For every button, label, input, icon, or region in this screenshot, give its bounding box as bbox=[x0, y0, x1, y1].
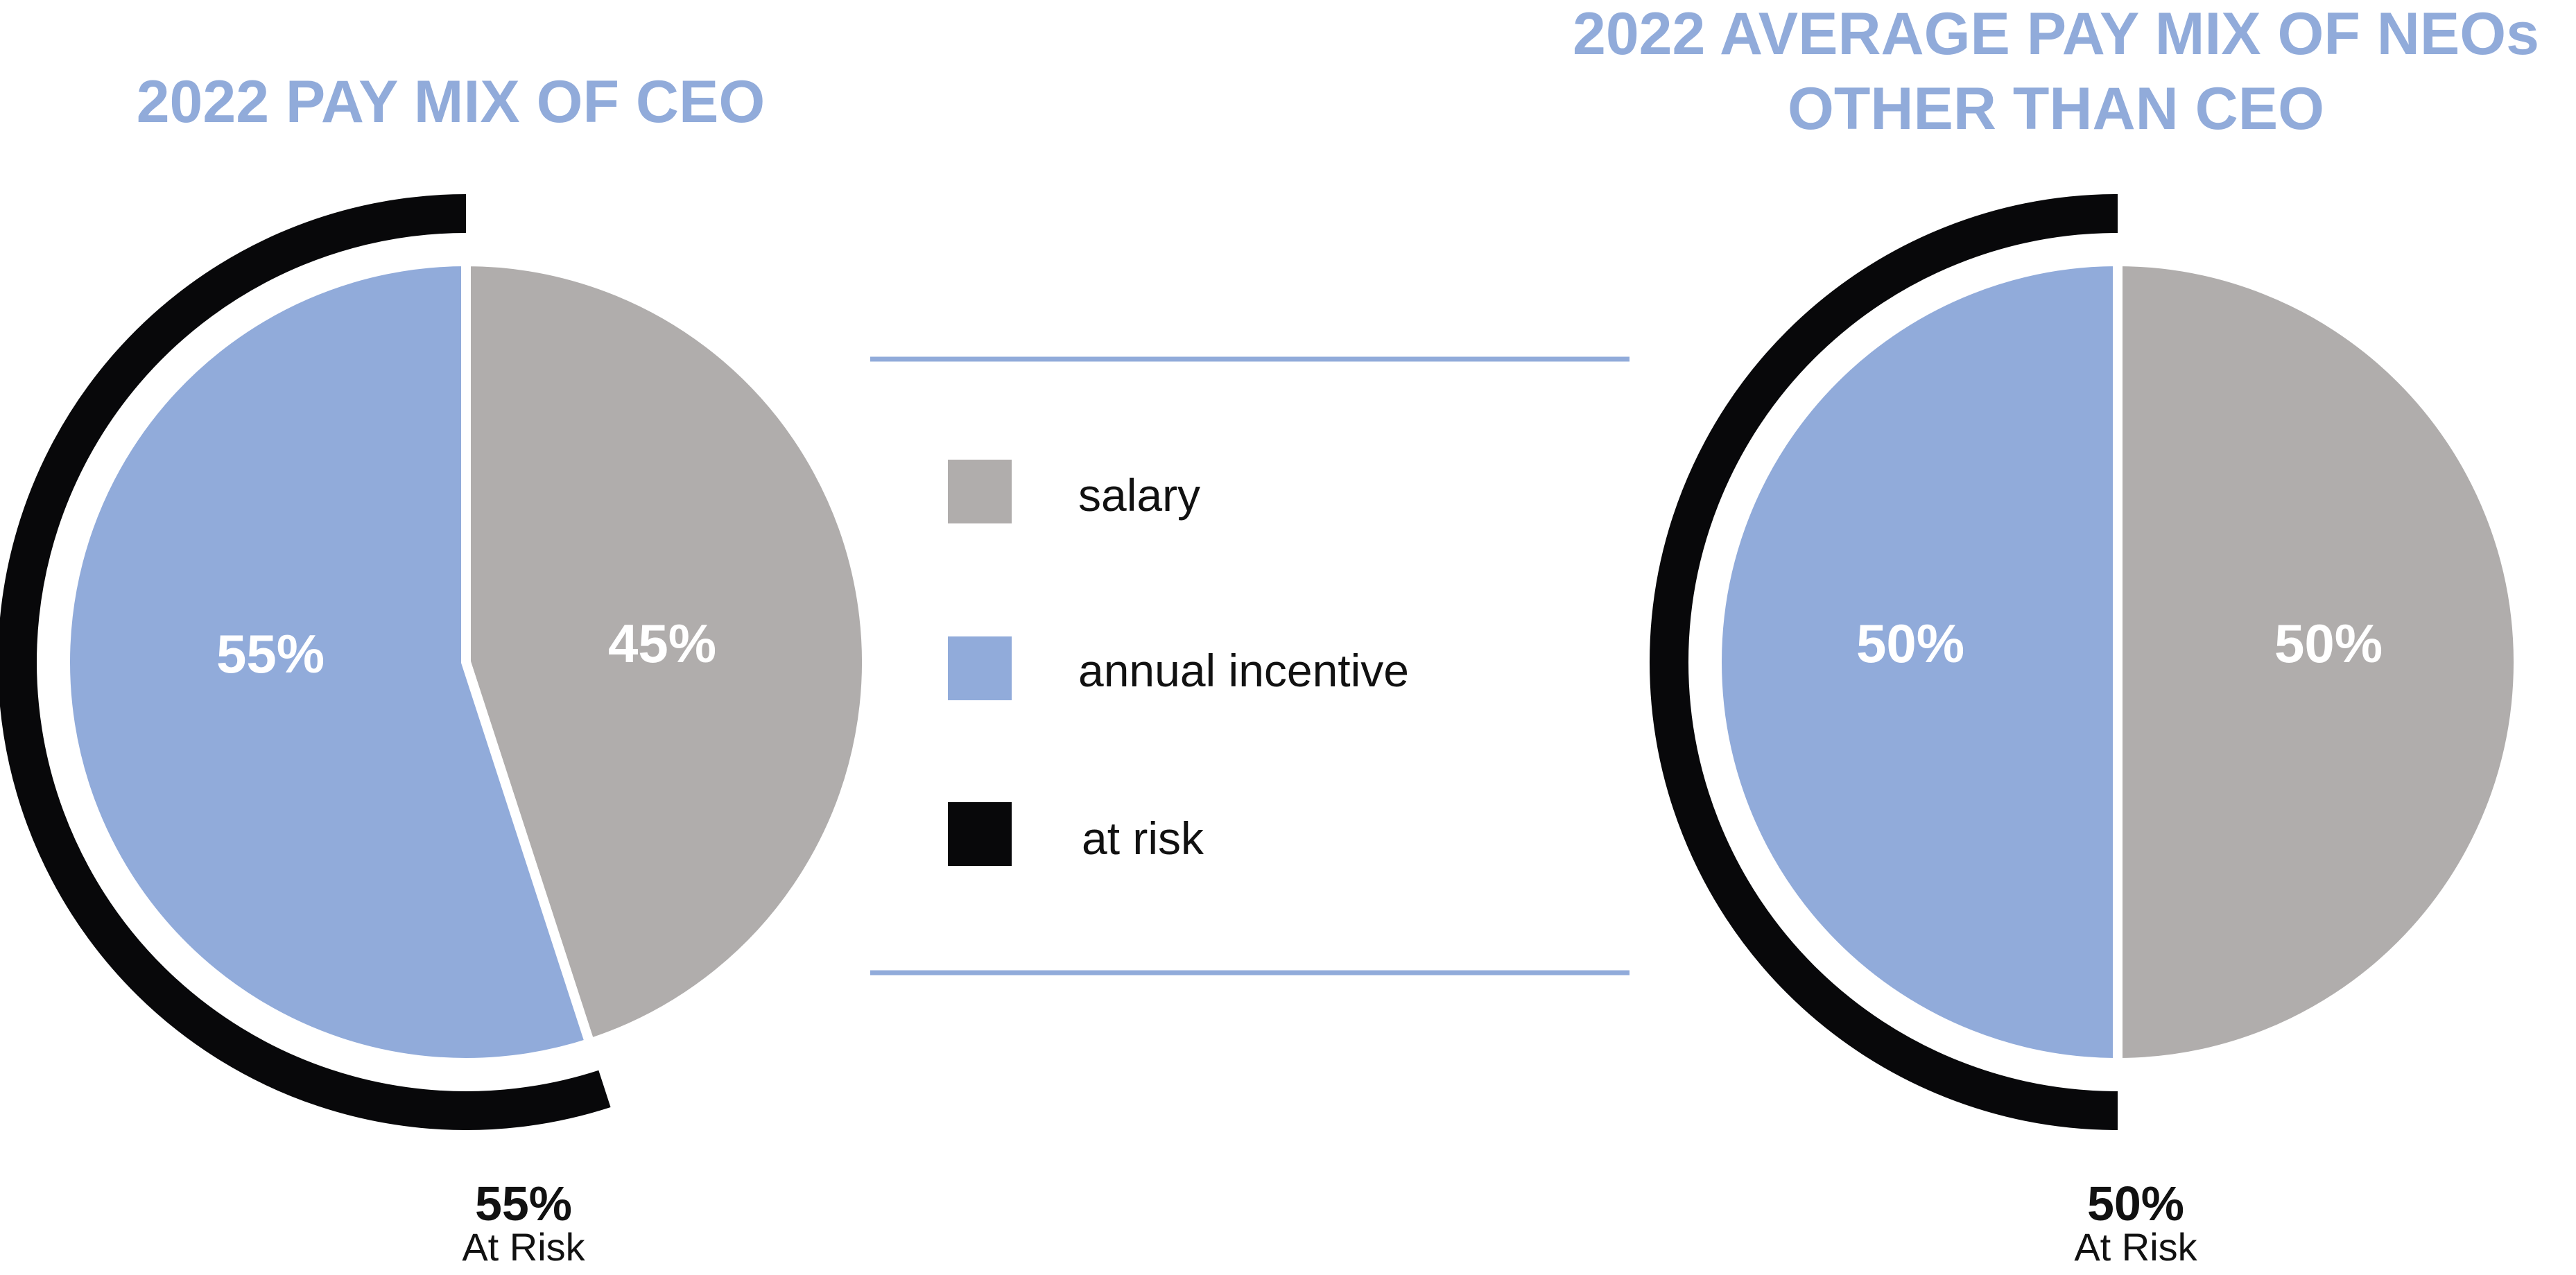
pie-slice-annual-incentive bbox=[60, 256, 596, 1068]
legend-label-annual-incentive: annual incentive bbox=[1078, 645, 1409, 696]
at-risk-arc bbox=[1650, 194, 2118, 1130]
legend: salary annual incentive at risk bbox=[870, 356, 1630, 975]
pie-slice-salary bbox=[461, 256, 872, 1050]
legend-swatch-annual-incentive bbox=[948, 636, 1012, 700]
at-risk-percent: 50% bbox=[2087, 1177, 2184, 1231]
at-risk-caption: At Risk bbox=[2074, 1225, 2197, 1269]
slice-label-salary: 45% bbox=[608, 613, 716, 674]
neo-chart-title-line-1: 2022 AVERAGE PAY MIX OF NEOs bbox=[1573, 1, 2539, 67]
at-risk-arc bbox=[0, 194, 611, 1130]
ceo-pie-chart: 45%55%55%At Risk bbox=[0, 194, 872, 1269]
ceo-chart-title: 2022 PAY MIX OF CEO bbox=[137, 69, 766, 135]
legend-swatch-salary bbox=[948, 460, 1012, 523]
slice-label-annual-incentive: 55% bbox=[216, 623, 325, 684]
neo-pie-chart: 50%50%50%At Risk bbox=[1650, 194, 2523, 1269]
legend-swatch-at-risk bbox=[948, 802, 1012, 866]
pie-slice-salary bbox=[2113, 256, 2523, 1068]
slice-label-annual-incentive: 50% bbox=[1856, 613, 1964, 674]
neo-chart-title-line-2: OTHER THAN CEO bbox=[1788, 76, 2324, 142]
at-risk-caption: At Risk bbox=[462, 1225, 585, 1269]
legend-label-at-risk: at risk bbox=[1082, 813, 1204, 864]
pie-slice-annual-incentive bbox=[1712, 256, 2123, 1068]
legend-label-salary: salary bbox=[1078, 469, 1200, 521]
slice-label-salary: 50% bbox=[2274, 613, 2383, 674]
at-risk-percent: 55% bbox=[475, 1177, 572, 1231]
